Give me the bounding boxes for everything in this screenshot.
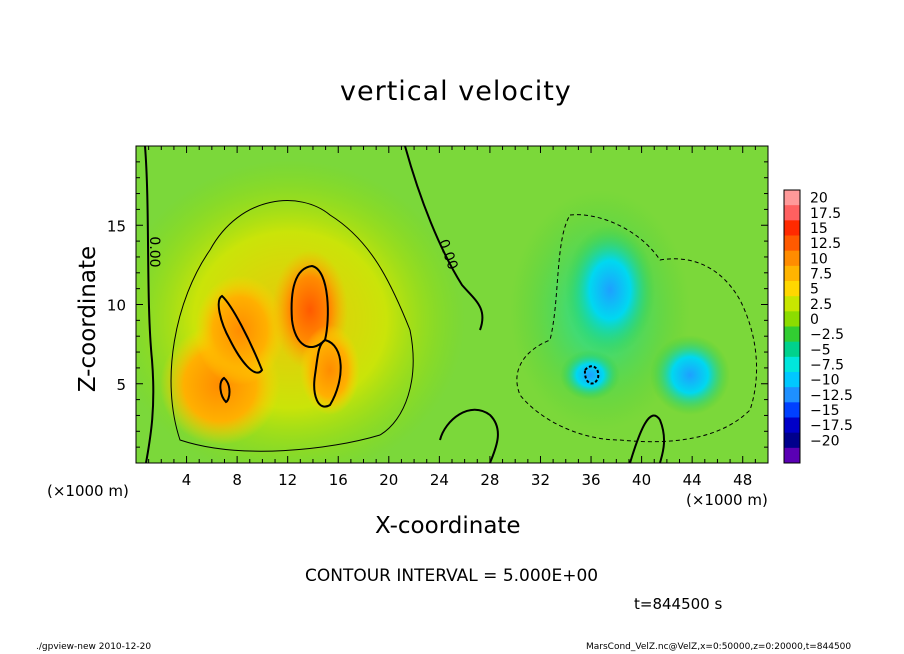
time-stamp: t=844500 s: [634, 595, 723, 613]
colorbar-swatch: [784, 250, 800, 267]
x-tick-label: 40: [632, 471, 651, 489]
colorbar-label: 15: [810, 221, 828, 237]
x-tick-label: 8: [232, 471, 242, 489]
footer-right: MarsCond_VelZ.nc@VelZ,x=0:50000,z=0:2000…: [586, 642, 852, 652]
colorbar-swatch: [784, 356, 800, 373]
colorbar-swatch: [784, 387, 800, 403]
colorbar-swatch: [784, 372, 800, 388]
colorbar-swatch: [784, 235, 800, 252]
colorbar-label: −2.5: [810, 327, 844, 343]
colorbar-label: 2.5: [810, 297, 832, 313]
x-tick-label: 36: [581, 471, 600, 489]
x-axis-label: X-coordinate: [375, 513, 521, 539]
colorbar-swatch: [784, 447, 800, 464]
x-tick-label: 20: [379, 471, 398, 489]
x-tick-label: 32: [531, 471, 550, 489]
x-tick-label: 44: [683, 471, 702, 489]
colorbar-label: 5: [810, 282, 819, 298]
colorbar-swatch: [784, 417, 800, 434]
colorbar-label: 17.5: [810, 206, 841, 222]
colorbar-label: 12.5: [810, 236, 841, 252]
heatmap-field: [136, 146, 768, 463]
x-tick-label: 4: [182, 471, 192, 489]
colorbar-label: −7.5: [810, 357, 844, 373]
x-tick-label: 16: [329, 471, 348, 489]
colorbar-swatch: [784, 265, 800, 282]
y-axis: 5 10 15: [107, 161, 768, 448]
colorbar-swatch: [784, 205, 800, 221]
y-tick-label: 5: [116, 376, 126, 394]
colorbar-label: 10: [810, 251, 828, 267]
chart-title: vertical velocity: [340, 76, 572, 107]
colorbar-swatch: [784, 281, 800, 297]
colorbar-label: −12.5: [810, 388, 853, 404]
colorbar-swatch: [784, 402, 800, 418]
x-tick-label: 12: [278, 471, 297, 489]
x-tick-label: 48: [733, 471, 752, 489]
x-tick-label: 28: [480, 471, 499, 489]
colorbar-label: 20: [810, 191, 828, 207]
colorbar-label: −17.5: [810, 418, 853, 434]
colorbar-swatch: [784, 326, 800, 343]
colorbar-label: 7.5: [810, 266, 832, 282]
colorbar-label: −20: [810, 433, 840, 449]
colorbar-frame: [783, 189, 801, 464]
y-axis-unit: (×1000 m): [47, 482, 129, 500]
colorbar-label: 0: [810, 312, 819, 328]
colorbar: 2017.51512.5107.552.50−2.5−5−7.5−10−12.5…: [783, 189, 853, 464]
colorbar-swatch: [784, 190, 800, 206]
colorbar-swatch: [784, 341, 800, 358]
colorbar-label: −5: [810, 342, 831, 358]
colorbar-label: −10: [810, 373, 840, 389]
colorbar-label: −15: [810, 403, 840, 419]
contour-label: 0.00: [146, 236, 162, 267]
y-axis-label: Z-coordinate: [75, 245, 101, 393]
y-tick-label: 10: [107, 297, 126, 315]
x-axis: 4 8 12 16 20 24 28 32 36 40 44 48: [148, 146, 756, 489]
y-axis-label-wrap: Z-coordinate: [58, 240, 118, 400]
colorbar-swatch: [784, 311, 800, 327]
x-axis-unit: (×1000 m): [686, 491, 768, 509]
footer-left: ./gpview-new 2010-12-20: [36, 642, 152, 652]
colorbar-swatch: [784, 220, 800, 236]
colorbar-swatch: [784, 432, 800, 449]
colorbar-swatch: [784, 296, 800, 312]
contour-lines: [144, 146, 757, 463]
x-tick-label: 24: [430, 471, 449, 489]
contour-interval-text: CONTOUR INTERVAL = 5.000E+00: [305, 566, 599, 586]
y-tick-label: 15: [107, 217, 126, 235]
